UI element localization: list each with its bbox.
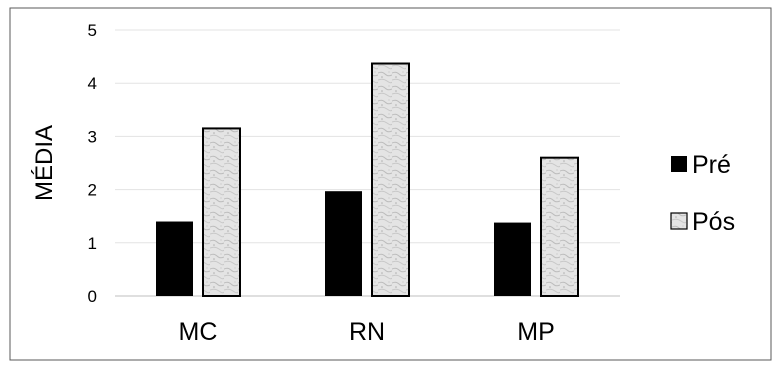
legend: Pré Pós [670,151,735,236]
y-tick-label: 0 [88,287,97,306]
y-tick-label: 5 [88,21,97,40]
y-tick-label: 1 [88,234,97,253]
bar-rn-pre [325,191,362,296]
x-category-label: RN [349,318,385,346]
legend-swatch-pre [671,156,687,172]
legend-label-pos: Pós [692,208,735,236]
bar-mc-pos [202,127,241,297]
bar-mp-pos [540,156,579,297]
x-category-label: MC [179,318,218,346]
legend-swatch-pos [670,212,688,230]
legend-label-pre: Pré [692,151,731,179]
bar-rn-pos [371,62,410,297]
x-category-label: MP [517,318,555,346]
y-tick-label: 2 [88,181,97,200]
y-tick-label: 4 [88,74,97,93]
y-axis-label: MÉDIA [31,125,58,201]
bar-mc-pre [156,221,193,296]
bar-mp-pre [494,222,531,296]
y-tick-label: 3 [88,127,97,146]
